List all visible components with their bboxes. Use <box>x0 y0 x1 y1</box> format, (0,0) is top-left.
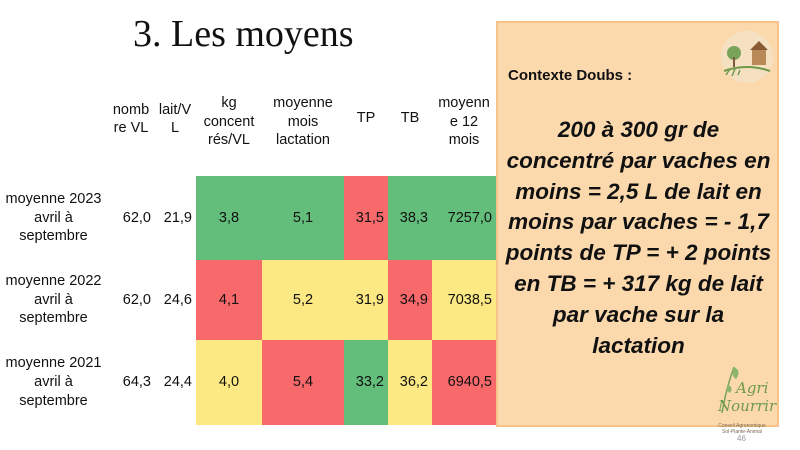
cell-tb: 34,9 <box>388 260 432 340</box>
cell-kg-concentres: 4,0 <box>196 340 262 425</box>
cell-moyenne-mois: 5,4 <box>262 340 344 425</box>
row-label-2021: moyenne 2021 avril à septembre <box>5 355 102 409</box>
cell-moyenne-12-mois: 7038,5 <box>432 260 496 340</box>
cell-tb: 36,2 <box>388 340 432 425</box>
farm-logo-icon <box>721 31 773 83</box>
row-label-2023: moyenne 2023 avril à septembre <box>5 190 102 245</box>
logo-subtitle: Conseil Agronomique Sol-Plante-Animal <box>718 423 766 435</box>
logo-word-agri: Agri <box>736 379 769 397</box>
cell-lait: 24,6 <box>163 291 192 308</box>
header-nb-vl: nomb re VL <box>112 101 150 137</box>
context-panel: Contexte Doubs : 200 à 300 gr de concent… <box>496 21 779 435</box>
cell-lait: 24,4 <box>163 374 192 391</box>
cell-kg-concentres: 3,8 <box>196 176 262 260</box>
cell-moyenne-mois: 5,1 <box>262 176 344 260</box>
cell-nb-vl: 62,0 <box>122 209 151 226</box>
cell-kg-concentres: 4,1 <box>196 260 262 340</box>
cell-tp: 31,9 <box>344 260 388 340</box>
panel-title: Contexte Doubs : <box>508 67 633 84</box>
header-kg-concentres: kg concent rés/VL <box>203 95 255 149</box>
logo-word-nourrir: Nourrir <box>718 397 777 415</box>
cell-nb-vl: 62,0 <box>122 291 151 308</box>
cell-lait: 21,9 <box>163 209 192 226</box>
cell-tb: 38,3 <box>388 176 432 260</box>
cell-moyenne-12-mois: 6940,5 <box>432 340 496 425</box>
header-moyenne-mois: moyenne mois lactation <box>273 95 333 149</box>
cell-moyenne-12-mois: 7257,0 <box>432 176 496 260</box>
page-number: 46 <box>737 434 746 443</box>
header-moyenne-12-mois: moyenn e 12 mois <box>438 95 490 149</box>
panel-text: 200 à 300 gr de concentré par vaches en … <box>505 117 772 358</box>
header-tp: TP <box>356 109 376 126</box>
slide-title: 3. Les moyens <box>133 13 354 55</box>
header-tb: TB <box>400 109 420 126</box>
cell-moyenne-mois: 5,2 <box>262 260 344 340</box>
header-lait: lait/V L <box>158 101 192 137</box>
row-label-2022: moyenne 2022 avril à septembre <box>5 272 102 327</box>
cell-tp: 33,2 <box>344 340 388 425</box>
agri-nourrir-logo-icon <box>721 366 739 414</box>
cell-nb-vl: 64,3 <box>122 374 151 391</box>
cell-tp: 31,5 <box>344 176 388 260</box>
